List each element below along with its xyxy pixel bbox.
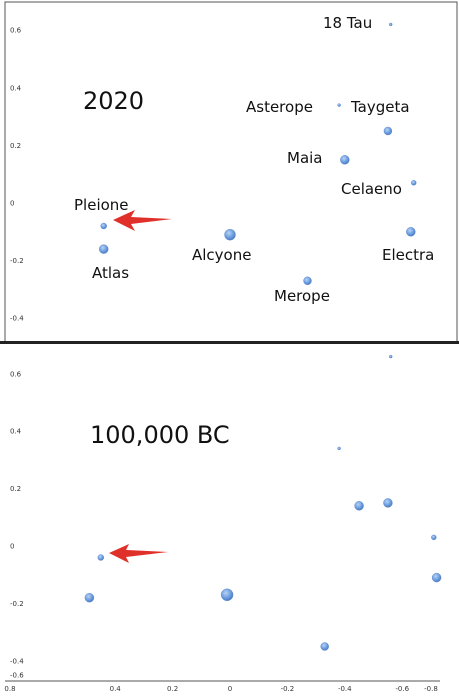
pleione-arrow-100000bc (109, 544, 168, 563)
point-merope (303, 276, 312, 285)
y-tick-label: 0.4 (10, 84, 22, 92)
point-alcyone (224, 228, 236, 241)
point-star-6 (84, 593, 95, 603)
pleione-arrow-2020 (113, 210, 172, 231)
panel-2020-title: 2020 (83, 87, 144, 115)
star-label-alcyone: Alcyone (192, 246, 251, 264)
y-tick-label: 0.4 (10, 428, 22, 436)
y-tick-label: -0.4 (10, 657, 24, 665)
star-label-celaeno: Celaeno (341, 180, 402, 198)
point-star-8 (431, 572, 442, 583)
x-tick-label: 0 (228, 685, 232, 693)
point-18-tau (389, 22, 393, 27)
panel-100000bc-title: 100,000 BC (90, 421, 230, 449)
star-label-atlas: Atlas (92, 264, 129, 282)
y-tick-label: -0.6 (10, 672, 24, 680)
panel-100000bc-ticks: 0.6 0.4 0.2 0 -0.2 -0.4 -0.6 0.8 0.4 0.2 0 -0.2 -0.4… (4, 370, 437, 693)
y-tick-label: 0.6 (10, 27, 22, 35)
y-tick-label: 0.2 (10, 142, 21, 150)
y-tick-label: -0.2 (10, 600, 24, 608)
y-tick-label: 0 (10, 200, 14, 208)
panel-2020-points (98, 22, 417, 285)
point-star-1 (337, 446, 341, 451)
x-tick-label: 0.2 (167, 685, 178, 693)
star-label-asterope: Asterope (246, 98, 313, 116)
panel-divider (0, 341, 459, 344)
point-taygeta (383, 126, 393, 136)
star-label-merope: Merope (274, 287, 330, 305)
point-star-2 (354, 501, 364, 511)
x-tick-label: -0.6 (395, 685, 409, 693)
x-tick-label: -0.4 (338, 685, 352, 693)
panel-100000bc-points (84, 354, 442, 651)
y-tick-label: 0.6 (10, 370, 22, 378)
panel-2020-y-ticks: 0.6 0.4 0.2 0 -0.2 -0.4 (10, 27, 24, 323)
x-tick-label: -0.8 (424, 685, 438, 693)
point-star-0 (389, 354, 393, 359)
star-label-maia: Maia (287, 149, 323, 167)
point-electra (406, 227, 416, 237)
point-star-3 (383, 498, 393, 508)
point-atlas (98, 244, 109, 254)
y-tick-label: -0.4 (10, 315, 24, 323)
star-label-pleione: Pleione (74, 196, 129, 214)
y-tick-label: 0 (10, 543, 14, 551)
panel-2020: 2020 0.6 0.4 0.2 0 -0.2 -0.4 18 Tau Asterope … (4, 1, 458, 343)
point-celaeno (411, 180, 417, 186)
point-asterope (337, 103, 341, 107)
point-star-4 (431, 534, 437, 541)
x-tick-label: 0.4 (110, 685, 122, 693)
panel-2020-frame (4, 1, 458, 343)
point-star-7 (220, 588, 234, 601)
panel-2020-star-labels: 18 Tau Asterope Taygeta Maia Celaeno Ple… (74, 14, 434, 305)
star-label-electra: Electra (382, 246, 434, 264)
star-label-18-tau: 18 Tau (323, 14, 372, 32)
point-star-9 (320, 642, 329, 651)
point-pleione (100, 222, 107, 230)
x-tick-label: -0.2 (281, 685, 295, 693)
panel-100000bc: 100,000 BC 0.60.40.20-0.2-0.4-0.60.8 0.4 0… (4, 354, 442, 693)
y-tick-label: -0.2 (10, 257, 24, 265)
star-label-taygeta: Taygeta (350, 98, 410, 116)
point-star-5 (97, 554, 105, 561)
y-tick-label: 0.2 (10, 485, 21, 493)
x-tick-label: 0.8 (4, 685, 15, 693)
point-maia (340, 155, 350, 165)
